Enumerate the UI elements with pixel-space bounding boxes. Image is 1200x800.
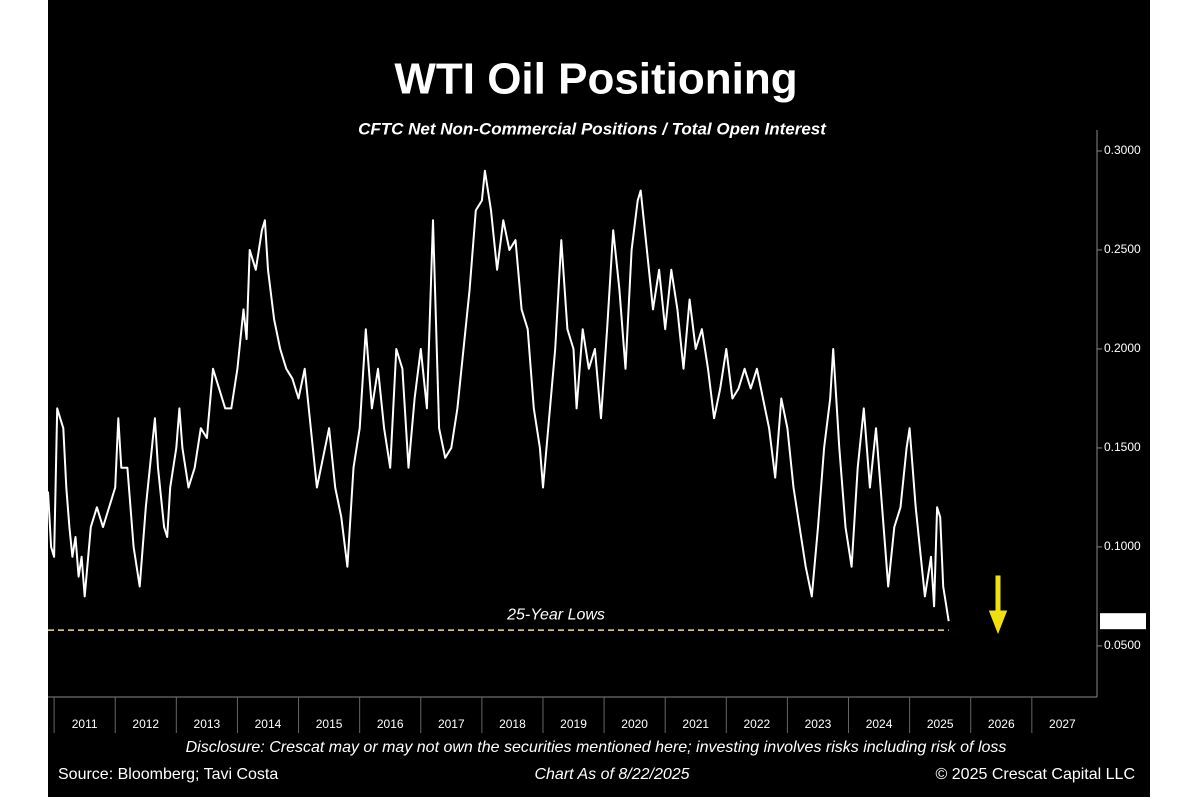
x-tick-label: 2015 bbox=[316, 717, 343, 731]
value-label-box bbox=[1100, 613, 1146, 630]
x-tick-label: 2016 bbox=[377, 717, 404, 731]
disclosure: Disclosure: Crescat may or may not own t… bbox=[186, 739, 1007, 756]
chart-title: WTI Oil Positioning bbox=[394, 55, 797, 104]
x-tick-label: 2018 bbox=[499, 717, 526, 731]
x-tick-label: 2011 bbox=[72, 717, 98, 731]
x-tick-label: 2012 bbox=[132, 717, 159, 731]
y-tick-label: 0.2000 bbox=[1104, 341, 1141, 355]
y-tick-label: 0.1000 bbox=[1104, 539, 1141, 553]
x-tick-label: 2024 bbox=[866, 717, 893, 731]
x-tick-label: 2013 bbox=[194, 717, 221, 731]
value-label: 0.0625 bbox=[1104, 613, 1141, 627]
x-tick-label: 2017 bbox=[438, 717, 465, 731]
x-tick-label: 2023 bbox=[805, 717, 832, 731]
as-of: Chart As of 8/22/2025 bbox=[534, 766, 689, 783]
x-tick-label: 2026 bbox=[988, 717, 1015, 731]
x-tick-label: 2022 bbox=[743, 717, 770, 731]
x-tick-label: 2027 bbox=[1049, 717, 1076, 731]
y-tick-label: 0.2500 bbox=[1104, 242, 1141, 256]
copyright: © 2025 Crescat Capital LLC bbox=[936, 766, 1135, 783]
y-tick-label: 0.0500 bbox=[1104, 638, 1141, 652]
arrow bbox=[988, 575, 1008, 635]
y-tick-label: 0.3000 bbox=[1104, 143, 1141, 157]
y-tick-label: 0.1500 bbox=[1104, 440, 1141, 454]
chart-subtitle: CFTC Net Non-Commercial Positions / Tota… bbox=[358, 119, 827, 138]
reference-label: 25-Year Lows bbox=[506, 606, 605, 623]
x-tick-label: 2021 bbox=[682, 717, 709, 731]
x-tick-label: 2019 bbox=[560, 717, 587, 731]
x-tick-label: 2014 bbox=[255, 717, 282, 731]
x-tick-label: 2020 bbox=[621, 717, 648, 731]
data-line bbox=[47, 169, 950, 622]
x-tick-label: 2025 bbox=[927, 717, 954, 731]
source: Source: Bloomberg; Tavi Costa bbox=[58, 766, 278, 783]
